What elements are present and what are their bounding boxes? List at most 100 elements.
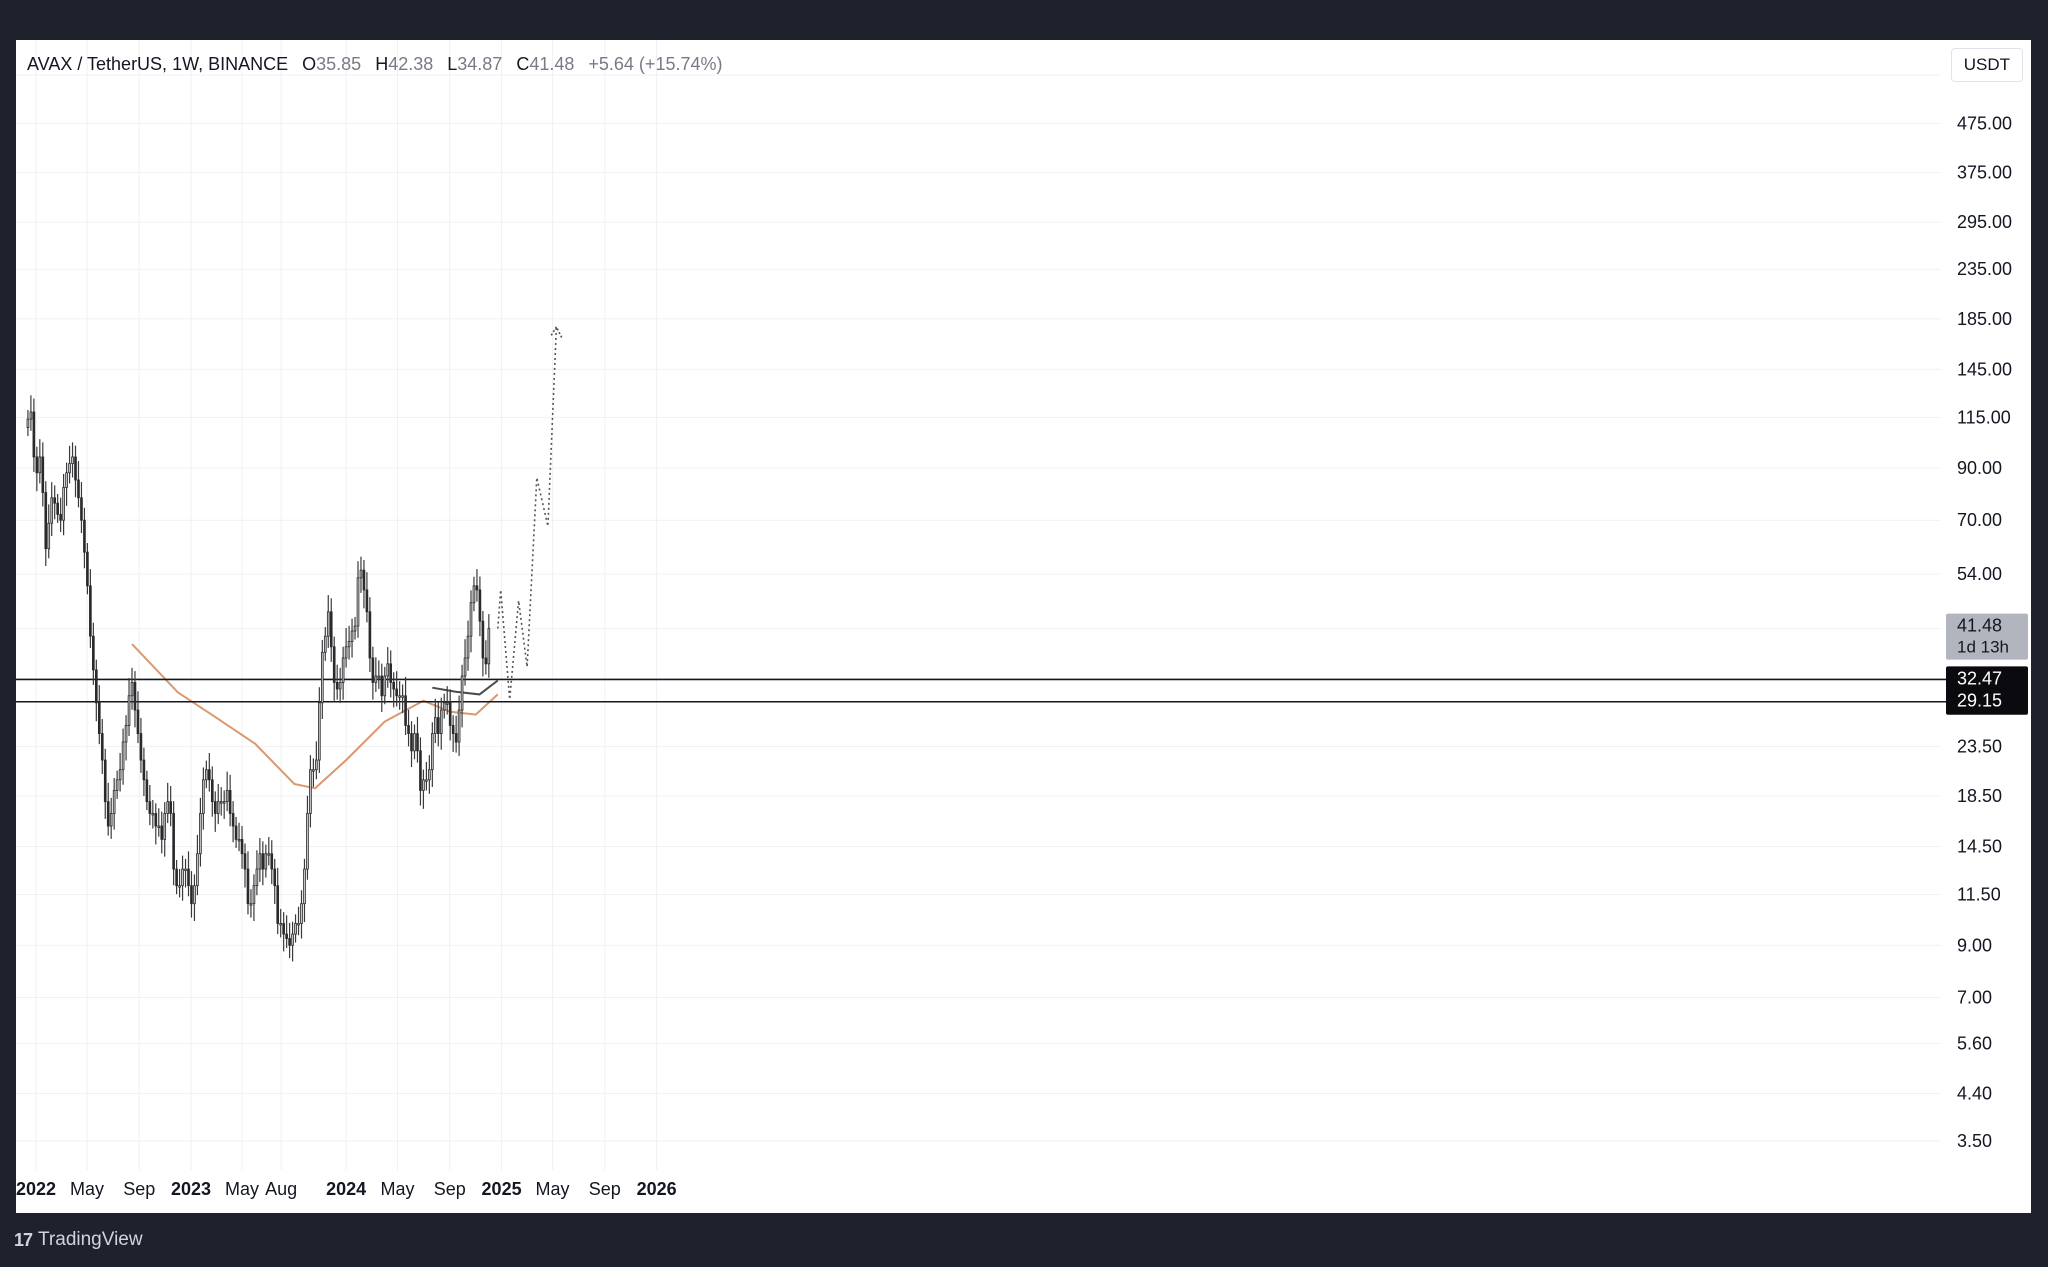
candle[interactable]	[300, 890, 303, 939]
candle[interactable]	[187, 851, 190, 897]
candle[interactable]	[35, 446, 39, 492]
candle[interactable]	[466, 620, 470, 671]
candle[interactable]	[139, 717, 143, 773]
candle[interactable]	[97, 685, 101, 745]
candle[interactable]	[68, 445, 71, 484]
candle[interactable]	[347, 625, 351, 660]
candle[interactable]	[383, 666, 387, 705]
candle[interactable]	[291, 921, 294, 962]
candle[interactable]	[175, 859, 178, 895]
candle[interactable]	[469, 590, 473, 653]
candle[interactable]	[365, 572, 369, 623]
candle[interactable]	[374, 657, 378, 692]
candle[interactable]	[404, 676, 407, 735]
candle[interactable]	[240, 825, 244, 869]
candle[interactable]	[463, 639, 467, 686]
candle[interactable]	[335, 664, 339, 700]
candle[interactable]	[329, 598, 333, 662]
candle[interactable]	[436, 701, 440, 747]
candle[interactable]	[106, 782, 110, 836]
candle[interactable]	[151, 800, 155, 829]
candle[interactable]	[261, 841, 265, 886]
candle[interactable]	[80, 482, 83, 534]
candle[interactable]	[285, 915, 288, 949]
candle[interactable]	[237, 822, 241, 852]
candle[interactable]	[413, 724, 416, 760]
candle[interactable]	[115, 770, 119, 799]
candle[interactable]	[359, 556, 363, 593]
candle[interactable]	[193, 874, 196, 921]
candle[interactable]	[216, 783, 220, 825]
candle[interactable]	[29, 395, 33, 431]
candle[interactable]	[472, 576, 476, 612]
brand-name[interactable]: TradingView	[38, 1229, 143, 1250]
candle[interactable]	[219, 787, 223, 816]
candle[interactable]	[457, 695, 461, 756]
candle[interactable]	[273, 858, 277, 905]
candle[interactable]	[264, 844, 268, 878]
candle[interactable]	[38, 439, 42, 484]
candle[interactable]	[157, 808, 161, 837]
candle[interactable]	[112, 778, 116, 830]
candle[interactable]	[121, 728, 125, 785]
candle[interactable]	[318, 687, 321, 773]
candle[interactable]	[47, 504, 51, 559]
candle[interactable]	[50, 482, 54, 537]
candle[interactable]	[288, 922, 291, 959]
candle[interactable]	[53, 485, 57, 520]
candle[interactable]	[243, 843, 247, 888]
candle[interactable]	[312, 758, 315, 787]
candle[interactable]	[160, 811, 164, 854]
candle[interactable]	[338, 667, 342, 703]
candle[interactable]	[407, 709, 410, 747]
candle[interactable]	[425, 762, 428, 791]
candle[interactable]	[294, 914, 297, 943]
candle[interactable]	[202, 767, 205, 830]
candle[interactable]	[181, 855, 184, 901]
candle[interactable]	[103, 748, 107, 819]
candle[interactable]	[196, 834, 199, 896]
candle[interactable]	[484, 640, 488, 675]
candle[interactable]	[306, 795, 309, 880]
candle[interactable]	[169, 786, 172, 827]
price-axis[interactable]: 600.00475.00375.00295.00235.00185.00145.…	[1957, 65, 2012, 1151]
candle[interactable]	[478, 576, 482, 637]
candle[interactable]	[142, 747, 146, 796]
candle[interactable]	[172, 801, 175, 886]
candle[interactable]	[356, 561, 360, 638]
candle[interactable]	[380, 663, 384, 712]
candle[interactable]	[74, 445, 77, 498]
candle[interactable]	[133, 671, 137, 728]
candle[interactable]	[454, 715, 458, 753]
candle[interactable]	[26, 410, 30, 437]
candle[interactable]	[92, 622, 95, 685]
candle[interactable]	[282, 912, 285, 952]
candle[interactable]	[225, 771, 229, 812]
candle[interactable]	[395, 671, 398, 707]
candle[interactable]	[32, 398, 36, 472]
candle[interactable]	[303, 858, 306, 923]
candle[interactable]	[145, 770, 149, 811]
projection-dotted-path[interactable]	[497, 326, 558, 700]
candle[interactable]	[315, 741, 318, 780]
candle[interactable]	[44, 481, 48, 567]
candle[interactable]	[89, 569, 92, 648]
candle[interactable]	[86, 543, 89, 595]
candle[interactable]	[207, 753, 211, 792]
candle[interactable]	[398, 681, 401, 710]
candle[interactable]	[332, 636, 336, 701]
candle[interactable]	[190, 871, 193, 918]
candle[interactable]	[231, 801, 235, 843]
candle[interactable]	[451, 715, 455, 752]
candle[interactable]	[371, 646, 375, 700]
candlestick-chart[interactable]: 600.00475.00375.00295.00235.00185.00145.…	[16, 40, 2031, 1213]
candle[interactable]	[166, 782, 170, 824]
candle[interactable]	[100, 719, 104, 774]
candle[interactable]	[460, 664, 464, 728]
candle[interactable]	[419, 737, 422, 806]
candle[interactable]	[228, 774, 232, 827]
candle[interactable]	[320, 639, 324, 719]
candle[interactable]	[154, 803, 158, 845]
candle[interactable]	[439, 697, 443, 750]
candle[interactable]	[94, 659, 98, 722]
